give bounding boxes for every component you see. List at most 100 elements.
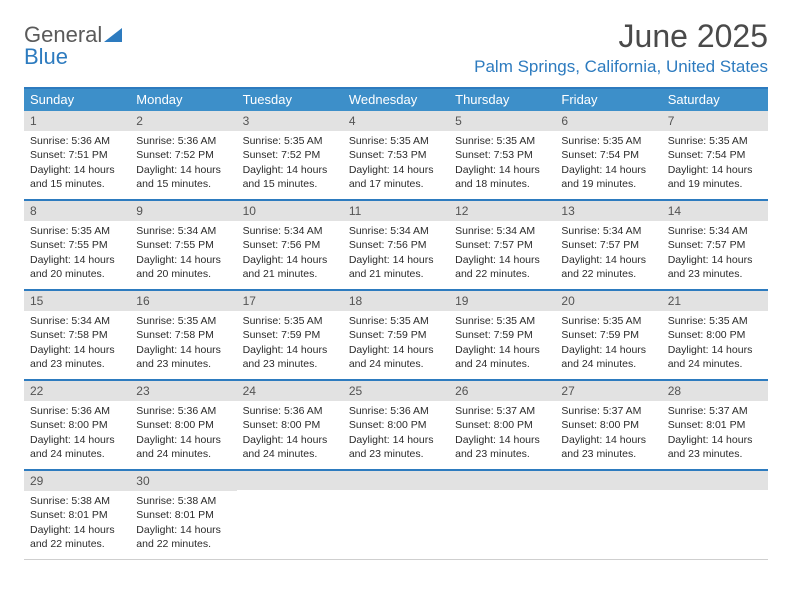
sunset-text: Sunset: 7:59 PM [455, 328, 549, 342]
day-number: 19 [449, 291, 555, 311]
empty-daynum [555, 471, 661, 490]
daylight-line1: Daylight: 14 hours [561, 343, 655, 357]
sunset-text: Sunset: 7:58 PM [136, 328, 230, 342]
daylight-line2: and 23 minutes. [455, 447, 549, 461]
week-row: 8Sunrise: 5:35 AMSunset: 7:55 PMDaylight… [24, 199, 768, 289]
empty-daynum [343, 471, 449, 490]
empty-cell [555, 471, 661, 559]
day-content: Sunrise: 5:34 AMSunset: 7:57 PMDaylight:… [662, 221, 768, 287]
daylight-line2: and 22 minutes. [561, 267, 655, 281]
week-row: 29Sunrise: 5:38 AMSunset: 8:01 PMDayligh… [24, 469, 768, 559]
daylight-line1: Daylight: 14 hours [455, 343, 549, 357]
day-header-wednesday: Wednesday [343, 89, 449, 111]
day-cell: 22Sunrise: 5:36 AMSunset: 8:00 PMDayligh… [24, 381, 130, 469]
day-content: Sunrise: 5:36 AMSunset: 8:00 PMDaylight:… [24, 401, 130, 467]
day-content: Sunrise: 5:35 AMSunset: 7:52 PMDaylight:… [237, 131, 343, 197]
daylight-line2: and 18 minutes. [455, 177, 549, 191]
day-cell: 9Sunrise: 5:34 AMSunset: 7:55 PMDaylight… [130, 201, 236, 289]
daylight-line1: Daylight: 14 hours [243, 163, 337, 177]
empty-cell [662, 471, 768, 559]
day-number: 3 [237, 111, 343, 131]
day-content: Sunrise: 5:35 AMSunset: 8:00 PMDaylight:… [662, 311, 768, 377]
sunrise-text: Sunrise: 5:36 AM [136, 404, 230, 418]
day-number: 25 [343, 381, 449, 401]
day-content: Sunrise: 5:34 AMSunset: 7:57 PMDaylight:… [555, 221, 661, 287]
daylight-line1: Daylight: 14 hours [668, 343, 762, 357]
day-number: 18 [343, 291, 449, 311]
week-row: 15Sunrise: 5:34 AMSunset: 7:58 PMDayligh… [24, 289, 768, 379]
day-number: 7 [662, 111, 768, 131]
daylight-line1: Daylight: 14 hours [561, 253, 655, 267]
sunrise-text: Sunrise: 5:34 AM [243, 224, 337, 238]
daylight-line2: and 24 minutes. [136, 447, 230, 461]
sunset-text: Sunset: 8:00 PM [455, 418, 549, 432]
day-cell: 19 Sunrise: 5:35 AMSunset: 7:59 PMDayligh… [449, 291, 555, 379]
sunrise-text: Sunrise: 5:35 AM [668, 314, 762, 328]
daylight-line2: and 23 minutes. [349, 447, 443, 461]
sunrise-text: Sunrise: 5:36 AM [136, 134, 230, 148]
daylight-line1: Daylight: 14 hours [243, 433, 337, 447]
day-cell: 1Sunrise: 5:36 AMSunset: 7:51 PMDaylight… [24, 111, 130, 199]
day-content: Sunrise: 5:36 AMSunset: 7:51 PMDaylight:… [24, 131, 130, 197]
sunrise-text: Sunrise: 5:38 AM [136, 494, 230, 508]
sunrise-text: Sunrise: 5:35 AM [455, 314, 549, 328]
daylight-line1: Daylight: 14 hours [349, 163, 443, 177]
day-content: Sunrise: 5:38 AMSunset: 8:01 PMDaylight:… [130, 491, 236, 557]
day-content: Sunrise: 5:36 AMSunset: 8:00 PMDaylight:… [237, 401, 343, 467]
day-number: 26 [449, 381, 555, 401]
daylight-line2: and 24 minutes. [561, 357, 655, 371]
day-cell: 2Sunrise: 5:36 AMSunset: 7:52 PMDaylight… [130, 111, 236, 199]
sunrise-text: Sunrise: 5:35 AM [561, 314, 655, 328]
daylight-line1: Daylight: 14 hours [136, 433, 230, 447]
sunrise-text: Sunrise: 5:35 AM [243, 134, 337, 148]
day-cell: 14Sunrise: 5:34 AMSunset: 7:57 PMDayligh… [662, 201, 768, 289]
daylight-line1: Daylight: 14 hours [561, 163, 655, 177]
day-header-row: Sunday Monday Tuesday Wednesday Thursday… [24, 89, 768, 111]
sunset-text: Sunset: 7:55 PM [136, 238, 230, 252]
week-row: 22Sunrise: 5:36 AMSunset: 8:00 PMDayligh… [24, 379, 768, 469]
day-number: 17 [237, 291, 343, 311]
daylight-line2: and 24 minutes. [668, 357, 762, 371]
sunset-text: Sunset: 7:56 PM [243, 238, 337, 252]
day-content: Sunrise: 5:34 AMSunset: 7:58 PMDaylight:… [24, 311, 130, 377]
sunrise-text: Sunrise: 5:36 AM [30, 404, 124, 418]
day-number: 4 [343, 111, 449, 131]
sunset-text: Sunset: 8:01 PM [30, 508, 124, 522]
daylight-line1: Daylight: 14 hours [349, 343, 443, 357]
sunrise-text: Sunrise: 5:34 AM [455, 224, 549, 238]
day-cell: 30Sunrise: 5:38 AMSunset: 8:01 PMDayligh… [130, 471, 236, 559]
daylight-line2: and 22 minutes. [30, 537, 124, 551]
logo-text: General Blue [24, 24, 122, 68]
sunset-text: Sunset: 7:59 PM [243, 328, 337, 342]
day-header-monday: Monday [130, 89, 236, 111]
daylight-line1: Daylight: 14 hours [668, 433, 762, 447]
daylight-line1: Daylight: 14 hours [30, 343, 124, 357]
day-number: 11 [343, 201, 449, 221]
day-cell: 15Sunrise: 5:34 AMSunset: 7:58 PMDayligh… [24, 291, 130, 379]
day-content: Sunrise: 5:35 AMSunset: 7:53 PMDaylight:… [343, 131, 449, 197]
day-number: 10 [237, 201, 343, 221]
day-cell: 26Sunrise: 5:37 AMSunset: 8:00 PMDayligh… [449, 381, 555, 469]
day-content: Sunrise: 5:36 AMSunset: 8:00 PMDaylight:… [130, 401, 236, 467]
daylight-line1: Daylight: 14 hours [136, 163, 230, 177]
day-cell: 28Sunrise: 5:37 AMSunset: 8:01 PMDayligh… [662, 381, 768, 469]
sunrise-text: Sunrise: 5:37 AM [561, 404, 655, 418]
sunrise-text: Sunrise: 5:37 AM [668, 404, 762, 418]
empty-cell [237, 471, 343, 559]
daylight-line2: and 21 minutes. [349, 267, 443, 281]
day-number: 9 [130, 201, 236, 221]
day-content: Sunrise: 5:36 AMSunset: 8:00 PMDaylight:… [343, 401, 449, 467]
day-cell: 20Sunrise: 5:35 AMSunset: 7:59 PMDayligh… [555, 291, 661, 379]
sunset-text: Sunset: 7:53 PM [455, 148, 549, 162]
daylight-line2: and 23 minutes. [136, 357, 230, 371]
day-cell: 17Sunrise: 5:35 AMSunset: 7:59 PMDayligh… [237, 291, 343, 379]
day-content: Sunrise: 5:37 AMSunset: 8:00 PMDaylight:… [449, 401, 555, 467]
daylight-line1: Daylight: 14 hours [30, 523, 124, 537]
daylight-line2: and 21 minutes. [243, 267, 337, 281]
sunrise-text: Sunrise: 5:34 AM [30, 314, 124, 328]
sunrise-text: Sunrise: 5:37 AM [455, 404, 549, 418]
day-number: 21 [662, 291, 768, 311]
daylight-line1: Daylight: 14 hours [455, 433, 549, 447]
day-cell: 23Sunrise: 5:36 AMSunset: 8:00 PMDayligh… [130, 381, 236, 469]
daylight-line1: Daylight: 14 hours [349, 253, 443, 267]
